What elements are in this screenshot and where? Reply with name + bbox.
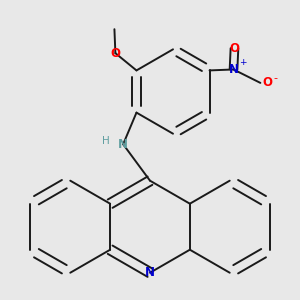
Text: N: N (229, 63, 238, 76)
Text: O: O (262, 76, 272, 89)
Text: -: - (274, 73, 278, 83)
Text: +: + (239, 58, 247, 67)
Text: O: O (230, 42, 239, 55)
Text: H: H (102, 136, 110, 146)
Text: N: N (118, 138, 128, 151)
Text: O: O (110, 47, 120, 60)
Text: N: N (145, 266, 155, 279)
